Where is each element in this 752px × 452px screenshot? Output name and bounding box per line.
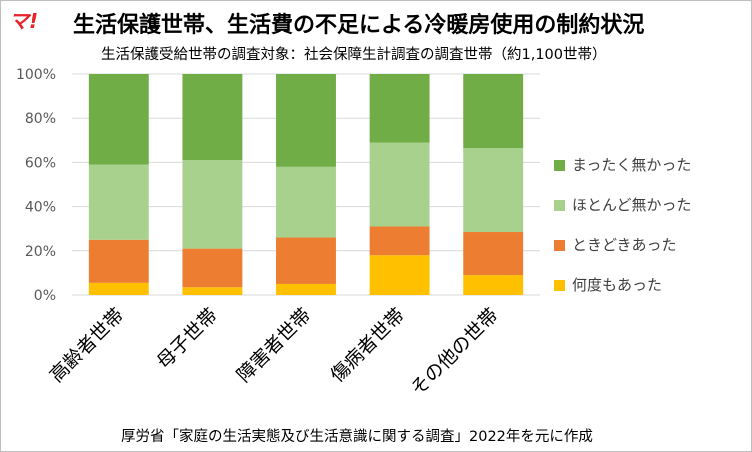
x-category-label: 高齢者世帯 xyxy=(46,304,129,387)
bar-segment xyxy=(276,166,336,238)
bar-segment xyxy=(88,282,149,295)
y-tick-label: 20% xyxy=(25,244,56,260)
bar-segment xyxy=(463,148,524,233)
legend-swatch xyxy=(554,160,565,171)
x-category-label: 母子世帯 xyxy=(153,304,222,373)
y-tick-label: 100% xyxy=(16,67,56,83)
legend-swatch xyxy=(554,280,565,291)
y-tick-label: 80% xyxy=(25,111,56,127)
bar-segment xyxy=(369,142,430,227)
legend-label: まったく無かった xyxy=(572,156,691,174)
x-category-label: 傷病者世帯 xyxy=(326,304,409,387)
bar-segment xyxy=(369,74,430,143)
bar-segment xyxy=(88,74,149,165)
chart-subtitle: 生活保護受給世帯の調査対象：社会保障生計調査の調査世帯（約1,100世帯） xyxy=(101,47,607,63)
bar-segment xyxy=(369,226,430,256)
bar-segment xyxy=(276,74,336,167)
bar-segment xyxy=(182,160,243,249)
legend-label: ほとんど無かった xyxy=(572,196,692,214)
brand-logo: マ! xyxy=(9,9,39,33)
chart-title: 生活保護世帯、生活費の不足による冷暖房使用の制約状況 xyxy=(73,13,645,38)
bars xyxy=(88,74,524,295)
legend-label: 何度もあった xyxy=(572,276,662,294)
bar-segment xyxy=(276,237,336,284)
chart-source-note: 厚労省「家庭の生活実態及び生活意識に関する調査」2022年を元に作成 xyxy=(121,429,593,445)
bar-segment xyxy=(276,283,336,295)
bar-segment xyxy=(369,255,430,295)
bar-segment xyxy=(182,287,243,295)
y-axis-ticks: 0% 20% 40% 60% 80% 100% xyxy=(16,67,56,304)
legend-swatch xyxy=(554,200,565,211)
legend-swatch xyxy=(554,240,565,251)
y-tick-label: 0% xyxy=(34,288,56,304)
bar-segment xyxy=(463,232,524,276)
y-tick-label: 40% xyxy=(25,200,56,216)
legend-label: ときどきあった xyxy=(572,236,677,254)
x-category-label: その他の世帯 xyxy=(407,304,503,400)
bar-segment xyxy=(463,74,524,149)
bar-segment xyxy=(182,74,243,161)
bar-segment xyxy=(182,248,243,288)
bar-segment xyxy=(88,239,149,283)
bar-segment xyxy=(88,164,149,240)
y-tick-label: 60% xyxy=(25,155,56,171)
x-category-label: 障害者世帯 xyxy=(233,304,316,387)
bar-segment xyxy=(463,275,524,295)
